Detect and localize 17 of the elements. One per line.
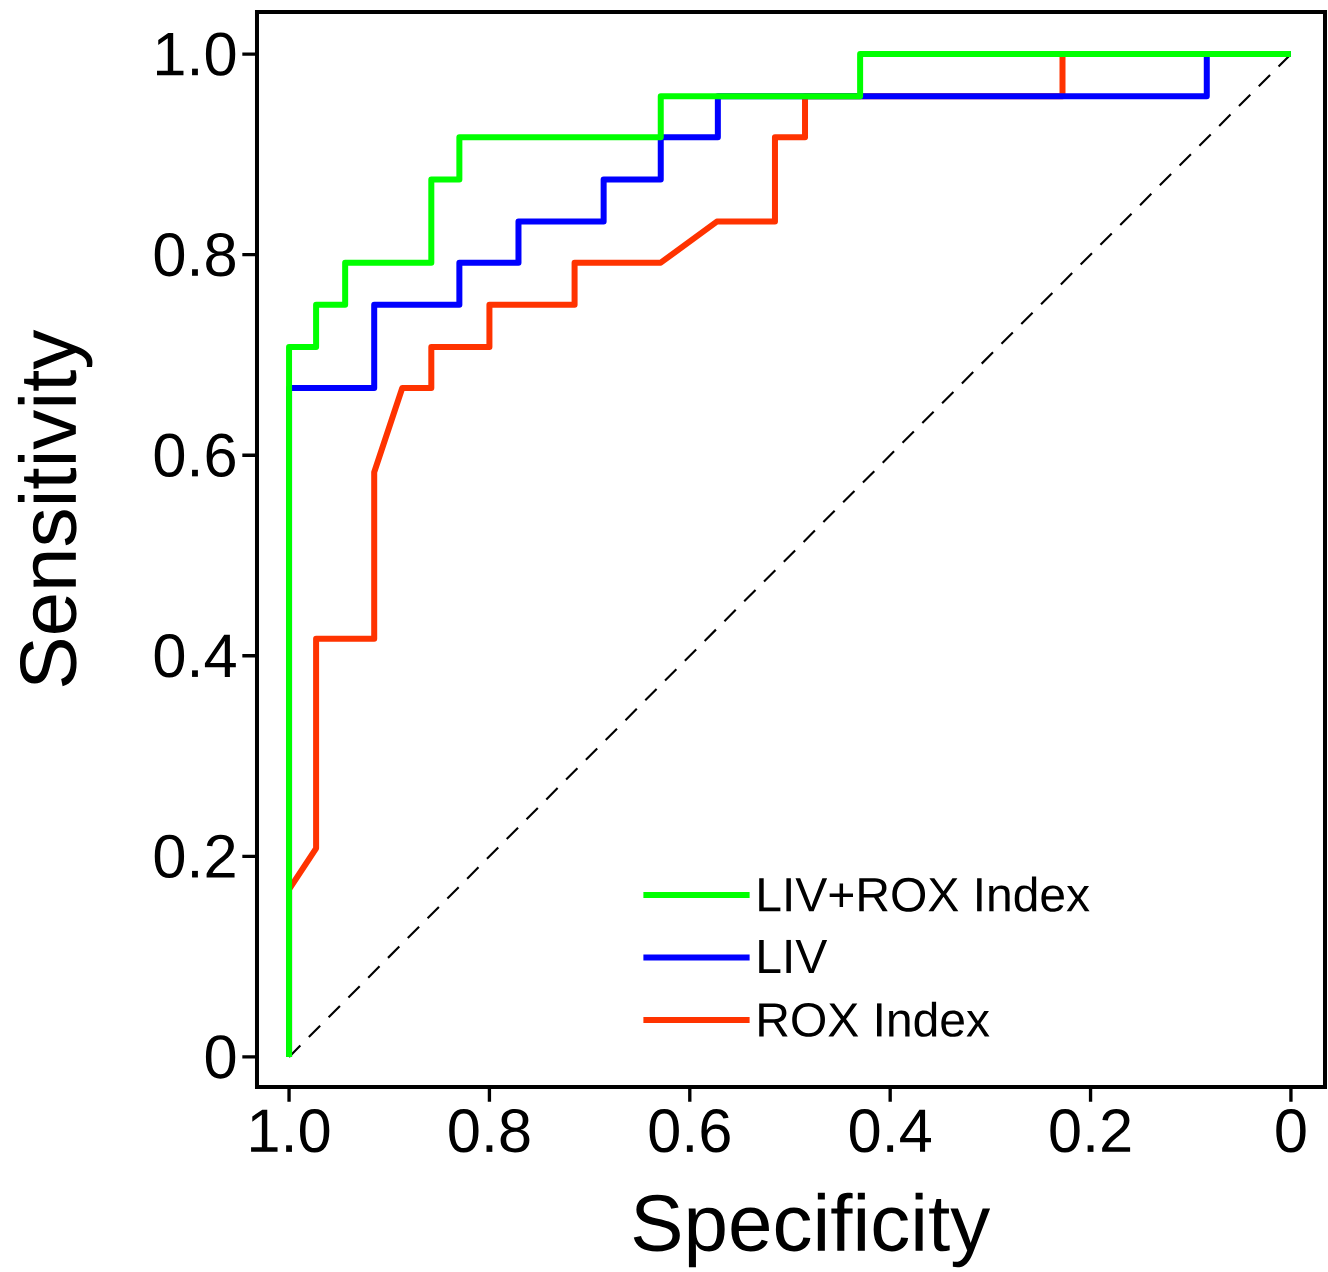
legend-label: LIV+ROX Index [759,876,1090,912]
y-axis-title: Sensitivity [17,329,93,687]
x-tick-label: 0.4 [849,1109,932,1153]
y-tick-label: 0.4 [154,634,236,678]
y-tick-label: 0.2 [154,834,235,879]
x-tick-label: 0.8 [449,1109,530,1153]
x-tick-label: 1.0 [251,1109,330,1153]
y-tick-label: 0.8 [154,232,235,277]
y-tick-label: 1.0 [157,32,236,76]
x-axis-title: Specificity [633,1192,991,1268]
x-tick-label: 0.2 [1050,1109,1131,1153]
legend-label: LIV [759,939,828,973]
y-tick-label: 0 [205,1035,236,1079]
x-tick-label: 0.6 [649,1109,730,1153]
y-tick-label: 0.6 [154,433,235,477]
x-tick-label: 0 [1276,1109,1306,1153]
legend-label: ROX Index [759,1001,990,1037]
